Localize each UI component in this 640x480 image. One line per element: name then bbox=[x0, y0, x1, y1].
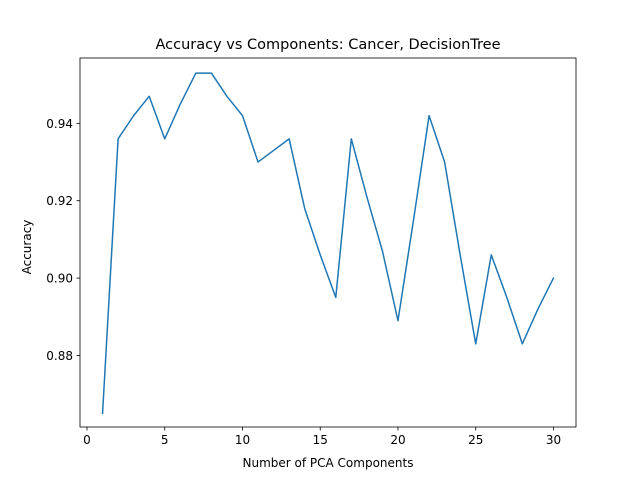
x-tick-label-25: 25 bbox=[468, 433, 483, 447]
x-tick-label-15: 15 bbox=[313, 433, 328, 447]
y-axis-label: Accuracy bbox=[20, 220, 34, 275]
x-tick-label-0: 0 bbox=[83, 433, 91, 447]
x-tick-label-30: 30 bbox=[546, 433, 561, 447]
plot-area: 0 5 10 15 20 25 30 0.88 0.90 0.92 0.94 bbox=[46, 57, 577, 447]
y-tick-label-1: 0.90 bbox=[46, 272, 73, 286]
axes-frame bbox=[79, 57, 577, 428]
x-tick-label-20: 20 bbox=[390, 433, 405, 447]
series-line-0 bbox=[101, 72, 555, 415]
y-tick-label-2: 0.92 bbox=[46, 194, 73, 208]
x-tick-label-5: 5 bbox=[161, 433, 169, 447]
x-axis-label: Number of PCA Components bbox=[243, 456, 414, 470]
y-tick-label-0: 0.88 bbox=[46, 349, 73, 363]
chart-title: Accuracy vs Components: Cancer, Decision… bbox=[156, 37, 501, 53]
y-tick-label-3: 0.94 bbox=[46, 117, 73, 131]
x-tick-label-10: 10 bbox=[235, 433, 250, 447]
